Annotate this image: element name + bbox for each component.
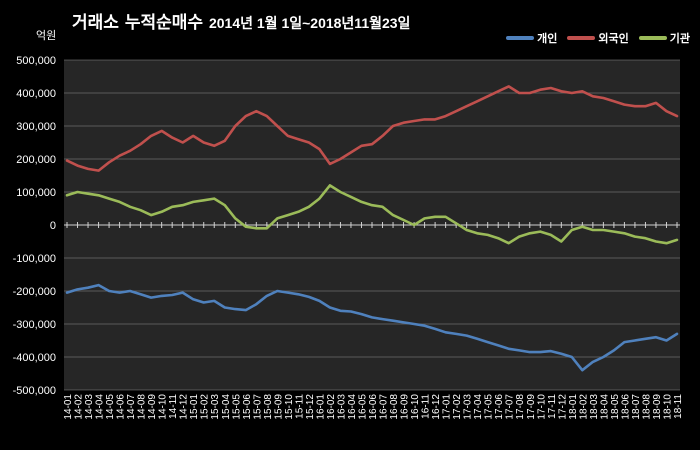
x-tick-label: 15-12 bbox=[305, 394, 316, 420]
x-tick-label: 15-01 bbox=[189, 394, 200, 420]
legend-item-individual: 개인 bbox=[506, 30, 557, 46]
x-tick-label: 18-07 bbox=[631, 394, 642, 420]
x-tick-label: 16-03 bbox=[336, 394, 347, 420]
y-tick-label: 500,000 bbox=[16, 55, 56, 67]
x-tick-label: 15-03 bbox=[210, 394, 221, 420]
x-tick-label: 15-11 bbox=[294, 394, 305, 419]
x-axis-ticks: 14-01 14-02 14-03 14-04 14-05 14-06 14-07 14-08… bbox=[63, 394, 684, 420]
x-tick-label: 15-02 bbox=[200, 394, 211, 420]
y-tick-label: -100,000 bbox=[13, 253, 56, 265]
x-tick-label: 14-11 bbox=[168, 394, 179, 419]
legend-swatch-foreign bbox=[567, 36, 596, 40]
x-tick-label: 17-05 bbox=[484, 394, 495, 420]
x-tick-label: 14-08 bbox=[137, 394, 148, 420]
x-tick-label: 14-06 bbox=[116, 394, 127, 420]
x-tick-label: 17-06 bbox=[494, 394, 505, 420]
x-tick-label: 16-04 bbox=[347, 394, 358, 420]
y-tick-label: 400,000 bbox=[16, 88, 56, 100]
y-tick-label: 0 bbox=[50, 220, 56, 232]
series-line-foreign bbox=[65, 85, 679, 172]
x-tick-label: 18-10 bbox=[662, 394, 673, 420]
x-tick-label: 14-04 bbox=[95, 394, 106, 420]
x-tick-label: 16-07 bbox=[379, 394, 390, 420]
y-tick-label: 200,000 bbox=[16, 154, 56, 166]
x-tick-label: 17-07 bbox=[505, 394, 516, 420]
legend-label-foreign: 외국인 bbox=[598, 32, 629, 45]
legend-item-institution: 기관 bbox=[638, 30, 690, 46]
x-tick-label: 15-09 bbox=[273, 394, 284, 420]
x-tick-label: 16-05 bbox=[357, 394, 368, 420]
x-tick-label: 18-04 bbox=[599, 394, 610, 420]
x-tick-label: 15-05 bbox=[231, 394, 242, 420]
y-axis-unit-label: 억원 bbox=[36, 29, 57, 42]
x-tick-label: 18-11 bbox=[673, 394, 684, 419]
x-tick-label: 17-12 bbox=[557, 394, 568, 420]
x-tick-label: 14-02 bbox=[74, 394, 85, 420]
legend: 개인 외국인 기관 bbox=[506, 30, 690, 46]
x-tick-label: 16-11 bbox=[421, 394, 432, 419]
x-tick-label: 14-10 bbox=[158, 394, 169, 420]
x-tick-label: 18-05 bbox=[610, 394, 621, 420]
x-tick-label: 14-01 bbox=[63, 394, 74, 420]
legend-label-institution: 기관 bbox=[669, 32, 690, 45]
legend-item-foreign: 외국인 bbox=[567, 30, 629, 46]
x-tick-label: 17-11 bbox=[547, 394, 558, 419]
y-tick-label: -300,000 bbox=[13, 319, 56, 331]
series-line-individual bbox=[65, 283, 679, 372]
y-tick-label: 100,000 bbox=[16, 187, 56, 199]
x-axis bbox=[64, 222, 680, 228]
x-tick-label: 16-12 bbox=[431, 394, 442, 420]
x-tick-label: 15-08 bbox=[263, 394, 274, 420]
legend-swatch-institution bbox=[638, 36, 667, 40]
x-tick-label: 18-02 bbox=[578, 394, 589, 420]
x-tick-label: 17-04 bbox=[473, 394, 484, 420]
y-tick-label: 300,000 bbox=[16, 121, 56, 133]
x-tick-label: 18-08 bbox=[641, 394, 652, 420]
x-tick-label: 15-10 bbox=[284, 394, 295, 420]
x-tick-label: 16-02 bbox=[326, 394, 337, 420]
x-tick-label: 15-06 bbox=[242, 394, 253, 420]
y-tick-label: -200,000 bbox=[13, 286, 56, 298]
x-tick-label: 17-02 bbox=[452, 394, 463, 420]
x-tick-label: 17-01 bbox=[442, 394, 453, 420]
x-tick-label: 14-09 bbox=[147, 394, 158, 420]
x-tick-label: 17-10 bbox=[536, 394, 547, 420]
x-tick-label: 15-04 bbox=[221, 394, 232, 420]
x-tick-label: 18-06 bbox=[620, 394, 631, 420]
x-tick-label: 14-12 bbox=[179, 394, 190, 420]
x-tick-label: 16-01 bbox=[315, 394, 326, 420]
x-tick-label: 16-10 bbox=[410, 394, 421, 420]
x-tick-label: 14-05 bbox=[105, 394, 116, 420]
x-tick-label: 17-03 bbox=[463, 394, 474, 420]
x-tick-label: 17-09 bbox=[526, 394, 537, 420]
chart-title-main: 거래소 누적순매수 bbox=[72, 13, 204, 33]
legend-label-individual: 개인 bbox=[537, 32, 558, 45]
x-tick-label: 15-07 bbox=[252, 394, 263, 420]
x-tick-label: 18-03 bbox=[589, 394, 600, 420]
series-lines bbox=[65, 85, 679, 372]
y-tick-label: -400,000 bbox=[13, 352, 56, 364]
x-tick-label: 16-08 bbox=[389, 394, 400, 420]
x-tick-label: 18-09 bbox=[652, 394, 663, 420]
x-tick-label: 17-08 bbox=[515, 394, 526, 420]
x-tick-label: 16-06 bbox=[368, 394, 379, 420]
legend-swatch-individual bbox=[506, 36, 535, 40]
x-tick-label: 14-07 bbox=[126, 394, 137, 420]
x-tick-label: 18-01 bbox=[568, 394, 579, 420]
x-tick-label: 16-09 bbox=[400, 394, 411, 420]
chart-subtitle: 2014년 1월 1일~2018년11월23일 bbox=[208, 15, 411, 31]
grid-lines bbox=[64, 59, 680, 391]
y-axis-ticks: 500,000 400,000 300,000 200,000 100,000 0 -100… bbox=[13, 55, 56, 397]
series-line-institution bbox=[65, 184, 679, 245]
x-tick-label: 14-03 bbox=[84, 394, 95, 420]
y-tick-label: -500,000 bbox=[13, 385, 56, 397]
chart-title: 거래소 누적순매수 2014년 1월 1일~2018년11월23일 bbox=[72, 8, 410, 33]
